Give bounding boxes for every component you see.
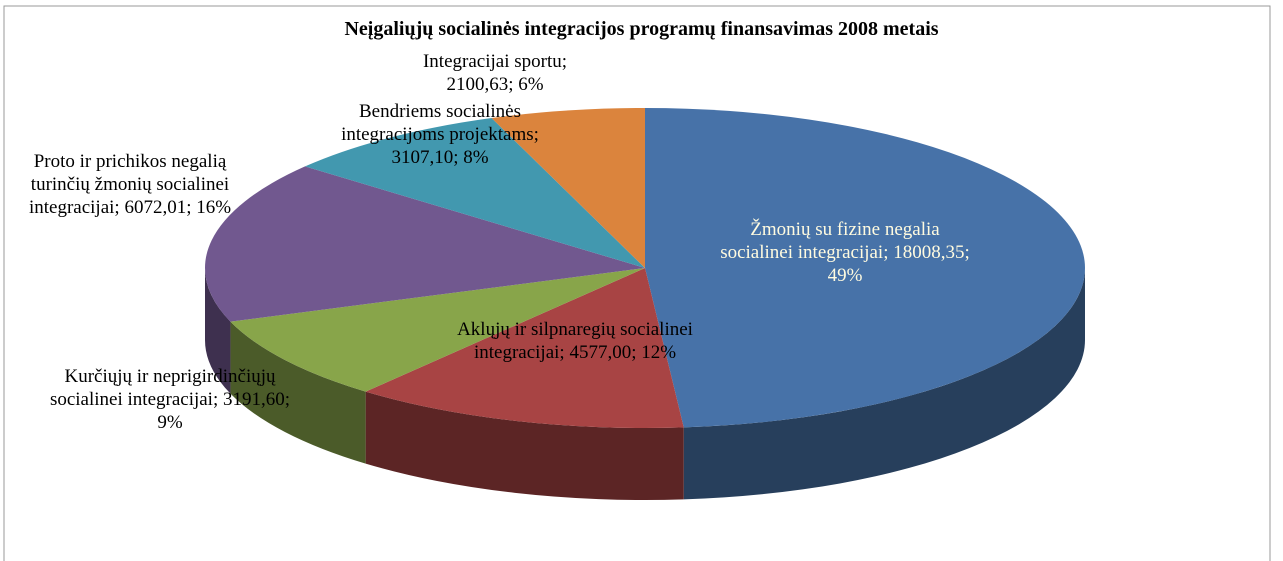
slice-side bbox=[230, 321, 366, 464]
slice-side bbox=[365, 391, 684, 500]
slice bbox=[365, 268, 684, 428]
slice bbox=[645, 108, 1085, 428]
slice-category: Žmonių su fizine negalia socialinei inte… bbox=[720, 219, 940, 263]
data-label: Bendriems socialinės integracijoms proje… bbox=[325, 100, 555, 169]
slice-value: 6072,01; 16% bbox=[124, 197, 232, 218]
data-label: Kurčiųjų ir neprigirdinčiųjų socialinei … bbox=[40, 365, 300, 434]
slice bbox=[305, 118, 645, 268]
slice-category: Bendriems socialinės integracijoms proje… bbox=[341, 101, 539, 145]
data-label: Žmonių su fizine negalia socialinei inte… bbox=[720, 218, 970, 287]
chart-title: Neįgaliųjų socialinės integracijos progr… bbox=[344, 18, 939, 40]
slice-value: 4577,00; 12% bbox=[569, 342, 677, 363]
slice bbox=[230, 268, 645, 392]
slice-value: 2100,63; 6% bbox=[446, 74, 544, 95]
slice-value: 3107,10; 8% bbox=[391, 147, 489, 168]
slice-category: Aklųjų ir silpnaregių socialinei integra… bbox=[457, 319, 693, 363]
slice-side bbox=[205, 268, 231, 394]
slice-value: 3191,60; 9% bbox=[157, 389, 291, 433]
data-label: Aklųjų ir silpnaregių socialinei integra… bbox=[445, 318, 705, 364]
slice bbox=[204, 166, 645, 322]
slice bbox=[491, 108, 645, 268]
data-label: Proto ir prichikos negalią turinčių žmon… bbox=[5, 150, 255, 219]
slice-category: Integracijai sportu; bbox=[422, 51, 568, 72]
slice-value: 18008,35; 49% bbox=[827, 242, 970, 286]
slice-category: Kurčiųjų ir neprigirdinčiųjų socialinei … bbox=[49, 366, 276, 410]
slice-side bbox=[683, 268, 1085, 500]
data-label: Integracijai sportu; 2100,63; 6% bbox=[395, 50, 595, 96]
chart-border bbox=[3, 5, 1271, 561]
slice-category: Proto ir prichikos negalią turinčių žmon… bbox=[28, 151, 230, 218]
